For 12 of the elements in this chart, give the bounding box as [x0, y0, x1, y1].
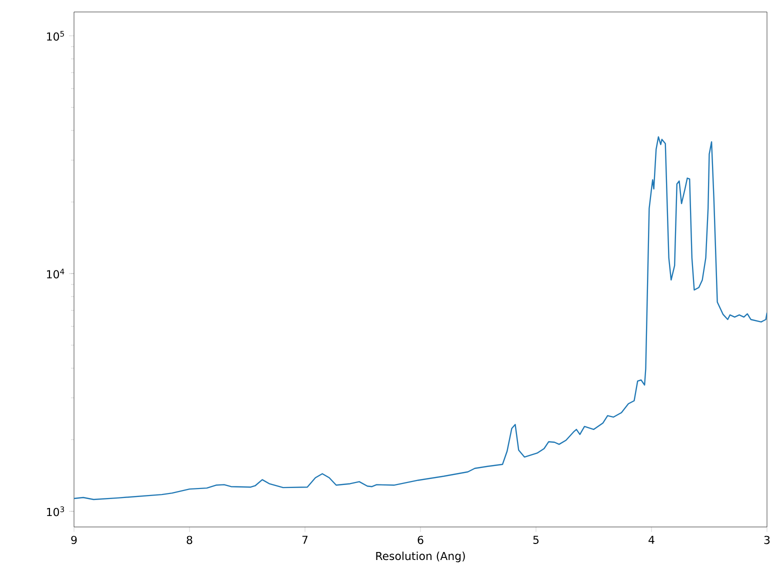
x-tick-label: 9 — [71, 536, 77, 544]
x-tick-label: 4 — [648, 536, 654, 544]
x-tick-label: 3 — [764, 536, 770, 544]
y-tick-label: 10$^{3}$ — [47, 506, 64, 516]
y-tick-label: 10$^{4}$ — [47, 268, 64, 278]
x-tick-label: 6 — [418, 536, 424, 544]
x-tick-label: 7 — [302, 536, 308, 544]
x-tick-label: 8 — [186, 536, 192, 544]
y-tick-label: 10$^{5}$ — [47, 30, 64, 41]
line-series — [74, 136, 767, 500]
x-axis-title: Resolution (Ang) — [376, 552, 465, 562]
x-tick-label: 5 — [533, 536, 539, 544]
